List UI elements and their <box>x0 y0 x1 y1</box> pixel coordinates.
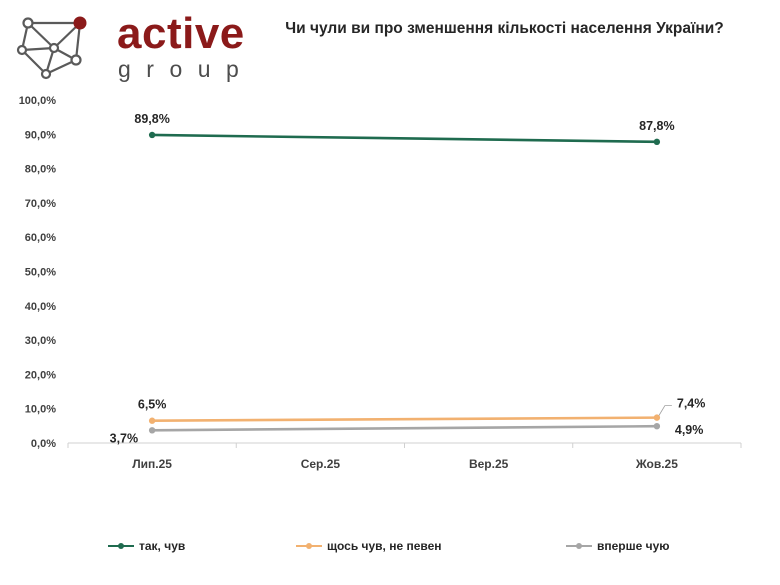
y-tick-label: 60,0% <box>25 232 56 244</box>
legend: так, чув щось чув, не певен вперше чую <box>0 535 780 559</box>
legend-swatch <box>296 543 322 549</box>
logo-word-active: active <box>117 9 245 58</box>
logo-network-icon <box>16 16 87 80</box>
legend-item: вперше чую <box>566 535 670 557</box>
y-tick-label: 50,0% <box>25 267 56 279</box>
legend-swatch <box>108 543 134 549</box>
data-label: 6,5% <box>138 398 167 412</box>
data-label: 89,8% <box>134 112 169 126</box>
y-tick-label: 80,0% <box>25 164 56 176</box>
y-tick-label: 30,0% <box>25 335 56 347</box>
logo-word-group: group <box>118 56 255 82</box>
series-2: 3,7% 4,9% <box>110 422 704 445</box>
y-tick-label: 90,0% <box>25 129 56 141</box>
data-label: 3,7% <box>110 431 139 445</box>
x-tick-label: Сер.25 <box>301 457 341 471</box>
logo: active group <box>14 8 244 86</box>
legend-item: так, чув <box>108 535 185 557</box>
series-line <box>152 133 657 144</box>
x-tick-label: Лип.25 <box>132 457 172 471</box>
y-tick-label: 70,0% <box>25 198 56 210</box>
data-label: 4,9% <box>675 423 704 437</box>
x-tick-label: Вер.25 <box>469 457 509 471</box>
chart-title: Чи чули ви про зменшення кількості насел… <box>285 20 724 37</box>
legend-label: щось чув, не певен <box>327 539 442 553</box>
y-axis: 0,0% 10,0% 20,0% 30,0% 40,0% 50,0% 60,0% 70,0% 8… <box>19 95 57 450</box>
legend-marker <box>118 543 124 549</box>
series-0: 89,8% 87,8% <box>134 112 675 146</box>
y-tick-label: 100,0% <box>19 95 57 107</box>
legend-item: щось чув, не певен <box>296 535 442 557</box>
y-tick-label: 20,0% <box>25 369 56 381</box>
data-point <box>653 138 661 146</box>
y-tick-label: 0,0% <box>31 438 56 450</box>
legend-label: так, чув <box>139 539 186 553</box>
x-tick-label: Жов.25 <box>635 457 678 471</box>
data-point <box>148 131 156 139</box>
data-point <box>148 417 156 424</box>
legend-marker <box>306 543 312 549</box>
legend-label: вперше чую <box>597 539 670 553</box>
data-point <box>653 422 661 430</box>
x-axis: Лип.25 Сер.25 Вер.25 Жов.25 <box>67 442 742 471</box>
y-tick-label: 10,0% <box>25 404 56 416</box>
series-1: 6,5% 7,4% <box>138 397 706 424</box>
data-point <box>148 427 156 434</box>
y-tick-label: 40,0% <box>25 301 56 313</box>
data-label: 7,4% <box>677 397 706 411</box>
data-label: 87,8% <box>639 119 674 133</box>
legend-swatch <box>566 543 592 549</box>
label-leader-line <box>658 405 672 416</box>
series-line <box>152 424 657 432</box>
series-layer: 89,8% 87,8% 6,5% 7,4% 3,7% 4,9% <box>110 112 706 445</box>
data-point <box>653 414 661 421</box>
series-line <box>152 416 657 423</box>
legend-marker <box>576 543 582 549</box>
